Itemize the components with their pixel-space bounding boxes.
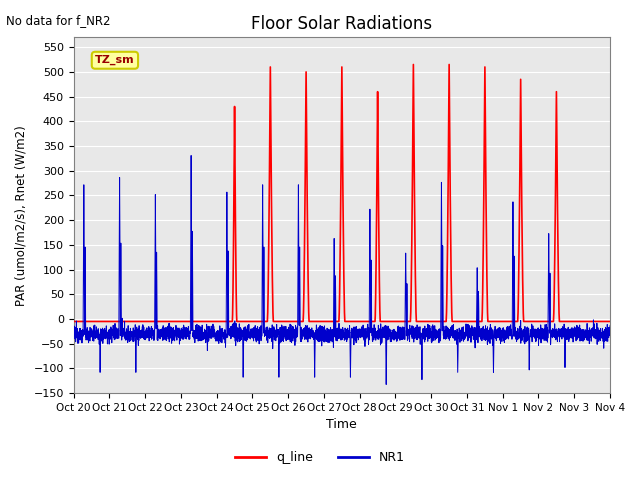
Text: No data for f_NR2: No data for f_NR2 [6, 14, 111, 27]
Text: TZ_sm: TZ_sm [95, 55, 135, 65]
Y-axis label: PAR (umol/m2/s), Rnet (W/m2): PAR (umol/m2/s), Rnet (W/m2) [15, 125, 28, 306]
Title: Floor Solar Radiations: Floor Solar Radiations [252, 15, 433, 33]
Legend: q_line, NR1: q_line, NR1 [230, 446, 410, 469]
X-axis label: Time: Time [326, 419, 357, 432]
